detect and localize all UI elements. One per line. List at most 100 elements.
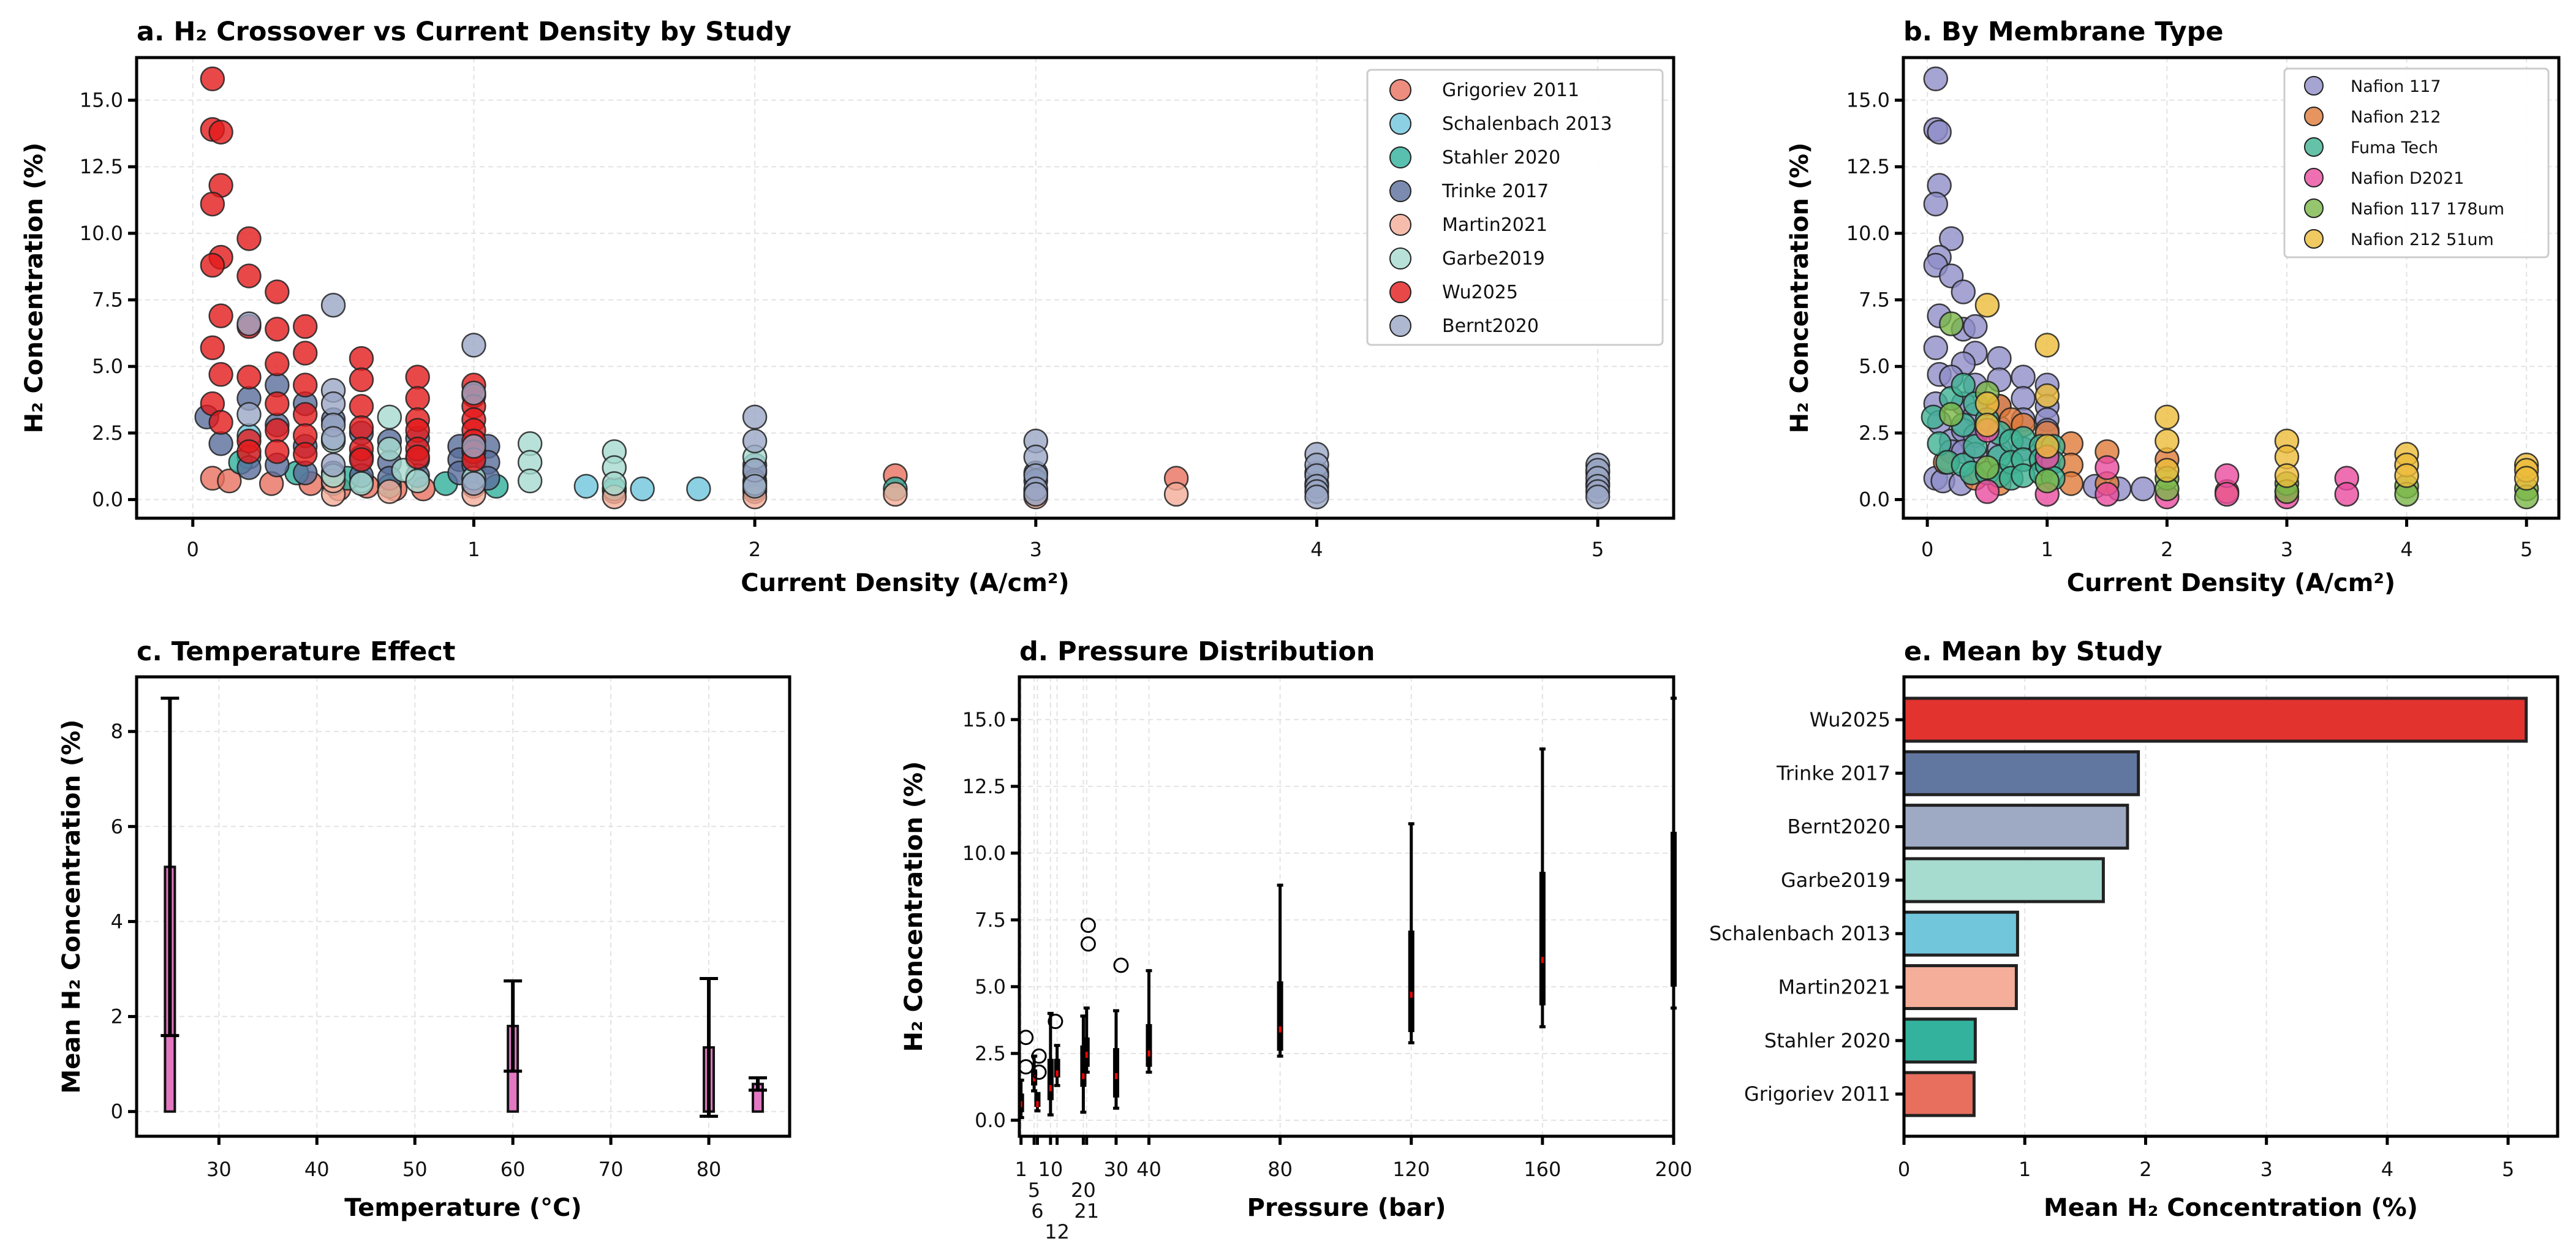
legend-label: Nafion 117 178um bbox=[2351, 200, 2504, 219]
legend-box bbox=[1366, 69, 1664, 346]
x-axis-label: Mean H₂ Concentration (%) bbox=[2044, 1194, 2418, 1222]
data-point bbox=[292, 372, 318, 398]
data-point bbox=[349, 471, 374, 496]
data-point bbox=[200, 66, 225, 92]
legend-label: Nafion 212 51um bbox=[2351, 230, 2494, 249]
y-tick-label: Stahler 2020 bbox=[1764, 1029, 1890, 1052]
box bbox=[1080, 1045, 1087, 1087]
x-tick-label: 30 bbox=[1104, 1158, 1129, 1181]
axes-frame bbox=[135, 56, 1675, 520]
bar bbox=[1902, 750, 2140, 796]
x-tick-label: 6 bbox=[1031, 1199, 1043, 1223]
legend-label: Schalenbach 2013 bbox=[1442, 113, 1612, 135]
legend-box bbox=[2283, 67, 2550, 258]
y-tick-label: Trinke 2017 bbox=[1776, 761, 1890, 785]
panel-a: 0 1 2 3 4 5 0.0 2.5 5.0 7.5 10.0 12.5 15.0 Grigoriev … bbox=[20, 17, 1675, 597]
axes-frame bbox=[135, 675, 791, 1138]
data-point bbox=[2394, 463, 2419, 488]
x-tick-label: 2 bbox=[2161, 538, 2173, 561]
x-tick-label: 200 bbox=[1655, 1158, 1692, 1181]
legend-label: Garbe2019 bbox=[1442, 248, 1545, 270]
data-point bbox=[292, 402, 318, 427]
panel-b: 0 1 2 3 4 5 0.0 2.5 5.0 7.5 10.0 12.5 15.0 Nafion 117… bbox=[1786, 17, 2561, 597]
legend-marker bbox=[2304, 76, 2324, 96]
bar bbox=[1902, 910, 2019, 957]
box-plot bbox=[1539, 747, 1546, 1028]
data-point bbox=[265, 317, 290, 342]
y-tick-label: 12.5 bbox=[1846, 155, 1890, 178]
x-tick-label: 0 bbox=[1898, 1158, 1910, 1181]
data-point bbox=[349, 367, 374, 393]
data-point bbox=[742, 428, 768, 454]
x-tick-label: 80 bbox=[1267, 1158, 1293, 1181]
box-plot bbox=[1083, 1006, 1090, 1074]
x-tick-label: 0 bbox=[1921, 538, 1933, 561]
data-point bbox=[236, 226, 262, 251]
data-point bbox=[236, 263, 262, 289]
data-point bbox=[2094, 481, 2120, 507]
data-point bbox=[2334, 481, 2360, 507]
x-tick-label: 5 bbox=[1028, 1179, 1040, 1202]
data-point bbox=[2011, 364, 2036, 390]
data-point bbox=[1974, 391, 2000, 417]
data-point bbox=[236, 364, 262, 390]
box bbox=[1112, 1048, 1119, 1098]
axes-frame bbox=[1018, 675, 1675, 1138]
x-tick-label: 70 bbox=[599, 1158, 624, 1181]
data-point bbox=[602, 471, 627, 496]
legend-marker bbox=[1389, 214, 1411, 236]
y-tick-label: 2.5 bbox=[975, 1042, 1006, 1065]
y-tick-label: 5.0 bbox=[92, 355, 123, 378]
y-tick-label: 2.5 bbox=[1859, 421, 1890, 445]
x-tick-label: 160 bbox=[1524, 1158, 1561, 1181]
data-point bbox=[2514, 466, 2539, 491]
x-tick-label: 21 bbox=[1074, 1199, 1099, 1223]
data-point bbox=[1923, 335, 1949, 361]
data-point bbox=[2155, 404, 2180, 430]
box-plot bbox=[1146, 969, 1152, 1074]
legend: Grigoriev 2011 Schalenbach 2013 Stahler 20… bbox=[1366, 69, 1664, 346]
data-point bbox=[200, 191, 225, 217]
box-plot bbox=[1054, 1044, 1060, 1087]
data-point bbox=[292, 341, 318, 366]
y-tick-label: Garbe2019 bbox=[1781, 869, 1890, 892]
data-point bbox=[320, 391, 346, 417]
data-point bbox=[208, 303, 233, 328]
data-point bbox=[1974, 412, 2000, 438]
data-point bbox=[461, 333, 486, 358]
outlier bbox=[1031, 1064, 1047, 1080]
data-point bbox=[1974, 479, 2000, 504]
x-tick-label: 30 bbox=[206, 1158, 232, 1181]
data-point bbox=[2034, 468, 2060, 494]
legend: Nafion 117 Nafion 212 Fuma Tech Nafion D202… bbox=[2283, 67, 2550, 258]
data-point bbox=[1938, 402, 1964, 427]
legend-marker bbox=[1389, 113, 1411, 135]
legend-label: Nafion 212 bbox=[2351, 108, 2441, 127]
box-plot bbox=[1047, 1011, 1063, 1117]
data-point bbox=[686, 476, 711, 502]
data-point bbox=[517, 468, 543, 494]
x-tick-label: 60 bbox=[500, 1158, 526, 1181]
outlier bbox=[1048, 1014, 1063, 1029]
x-tick-label: 1 bbox=[2041, 538, 2053, 561]
y-tick-label: 5.0 bbox=[975, 975, 1006, 998]
data-point bbox=[208, 119, 233, 145]
x-tick-label: 50 bbox=[402, 1158, 428, 1181]
legend-marker bbox=[1389, 146, 1411, 168]
x-tick-label: 80 bbox=[697, 1158, 722, 1181]
data-point bbox=[2155, 428, 2180, 454]
data-point bbox=[742, 404, 768, 430]
x-tick-label: 2 bbox=[2139, 1158, 2151, 1181]
y-tick-label: 5.0 bbox=[1859, 355, 1890, 378]
legend-marker bbox=[2304, 168, 2324, 187]
y-tick-label: Martin2021 bbox=[1778, 976, 1890, 999]
legend-label: Martin2021 bbox=[1442, 214, 1547, 236]
y-tick-label: 12.5 bbox=[962, 775, 1006, 798]
y-tick-label: 12.5 bbox=[80, 155, 123, 178]
y-axis-label: H₂ Concentration (%) bbox=[20, 143, 48, 434]
data-point bbox=[630, 476, 655, 502]
data-point bbox=[377, 479, 402, 504]
bar bbox=[1902, 857, 2105, 903]
y-tick-label: 15.0 bbox=[80, 89, 123, 112]
